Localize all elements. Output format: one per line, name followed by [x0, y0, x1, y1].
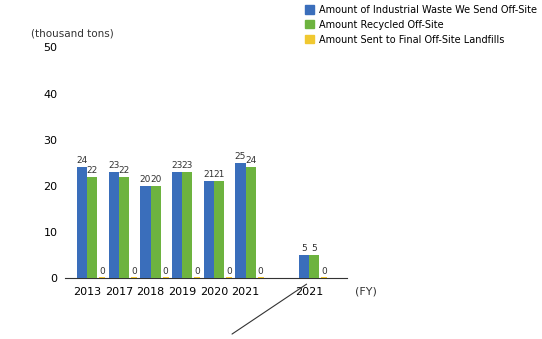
Text: 22: 22 [87, 166, 98, 175]
Text: 21: 21 [213, 170, 224, 179]
Text: (thousand tons): (thousand tons) [31, 28, 114, 38]
Bar [172, 172, 182, 278]
Legend: Amount of Industrial Waste We Send Off-Site, Amount Recycled Off-Site, Amount Se: Amount of Industrial Waste We Send Off-S… [305, 5, 537, 45]
Bar [140, 186, 151, 278]
Text: 23: 23 [171, 161, 183, 170]
Bar [299, 255, 309, 278]
Bar [235, 163, 246, 278]
Text: 0: 0 [226, 267, 232, 276]
Bar [87, 177, 98, 278]
Text: 24: 24 [245, 157, 256, 165]
Bar [226, 277, 232, 278]
Bar [309, 255, 319, 278]
Bar [204, 181, 214, 278]
Text: 0: 0 [321, 267, 327, 276]
Text: 0: 0 [163, 267, 169, 276]
Bar [99, 277, 106, 278]
Bar [321, 277, 327, 278]
Bar [131, 277, 137, 278]
Text: 20: 20 [140, 175, 151, 184]
Text: 24: 24 [76, 157, 88, 165]
Bar [163, 277, 169, 278]
Bar [257, 277, 264, 278]
Text: 22: 22 [118, 166, 130, 175]
Bar [246, 167, 256, 278]
Text: 25: 25 [235, 152, 246, 161]
Bar [119, 177, 129, 278]
Text: 23: 23 [182, 161, 193, 170]
Bar [109, 172, 119, 278]
Text: 23: 23 [108, 161, 119, 170]
Text: 21: 21 [203, 170, 215, 179]
Text: 5: 5 [301, 244, 307, 253]
Text: 0: 0 [100, 267, 105, 276]
Bar [182, 172, 192, 278]
Text: 0: 0 [195, 267, 201, 276]
Bar [151, 186, 160, 278]
Bar [195, 277, 201, 278]
Text: 0: 0 [258, 267, 263, 276]
Bar [77, 167, 87, 278]
Text: 20: 20 [150, 175, 162, 184]
Text: 5: 5 [311, 244, 317, 253]
Text: (FY): (FY) [355, 286, 377, 296]
Bar [214, 181, 224, 278]
Text: 0: 0 [131, 267, 137, 276]
